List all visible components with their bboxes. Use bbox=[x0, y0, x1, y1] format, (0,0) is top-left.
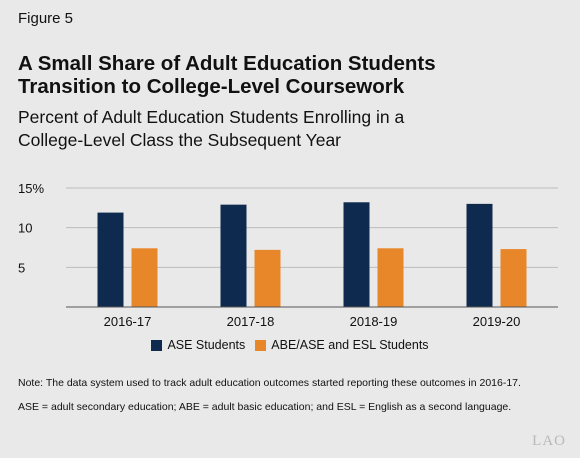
bar-ase bbox=[97, 212, 124, 307]
legend-swatch-ase bbox=[151, 339, 163, 351]
x-tick-label: 2018-19 bbox=[350, 314, 398, 329]
y-tick-label: 10 bbox=[18, 221, 32, 236]
bar-abe-esl bbox=[131, 248, 158, 307]
bar-ase bbox=[343, 202, 370, 307]
note-abbreviations: ASE = adult secondary education; ABE = a… bbox=[18, 401, 512, 413]
chart-subtitle: Percent of Adult Education Students Enro… bbox=[18, 106, 558, 152]
chart-title: A Small Share of Adult Education Student… bbox=[18, 52, 558, 98]
x-tick-label: 2016-17 bbox=[104, 314, 152, 329]
bar-ase bbox=[220, 204, 247, 307]
bar-chart: 5 10 15% 2016-17 2017-18 2018-19 2019-20 bbox=[18, 181, 558, 329]
x-tick-label: 2017-18 bbox=[227, 314, 275, 329]
legend-item-abe-esl: ABE/ASE and ESL Students bbox=[255, 338, 429, 352]
subtitle-line-2: College-Level Class the Subsequent Year bbox=[18, 130, 341, 150]
bar-abe-esl bbox=[500, 249, 527, 307]
bar-ase bbox=[466, 203, 493, 307]
legend-label-abe-esl: ABE/ASE and ESL Students bbox=[271, 338, 429, 352]
bar-abe-esl bbox=[377, 248, 404, 307]
title-line-2: Transition to College-Level Coursework bbox=[18, 75, 405, 98]
note-reporting: Note: The data system used to track adul… bbox=[18, 377, 521, 389]
legend-item-ase: ASE Students bbox=[151, 338, 245, 352]
bar-abe-esl bbox=[254, 249, 281, 307]
lao-logo: LAO bbox=[532, 433, 566, 449]
legend-label-ase: ASE Students bbox=[167, 338, 246, 352]
legend-swatch-abe-esl bbox=[255, 339, 267, 351]
figure-label: Figure 5 bbox=[18, 10, 74, 27]
x-tick-label: 2019-20 bbox=[473, 314, 521, 329]
subtitle-line-1: Percent of Adult Education Students Enro… bbox=[18, 107, 405, 127]
title-line-1: A Small Share of Adult Education Student… bbox=[18, 52, 436, 75]
y-tick-label: 15% bbox=[18, 181, 44, 196]
legend: ASE Students ABE/ASE and ESL Students bbox=[0, 338, 580, 352]
y-tick-label: 5 bbox=[18, 260, 25, 275]
